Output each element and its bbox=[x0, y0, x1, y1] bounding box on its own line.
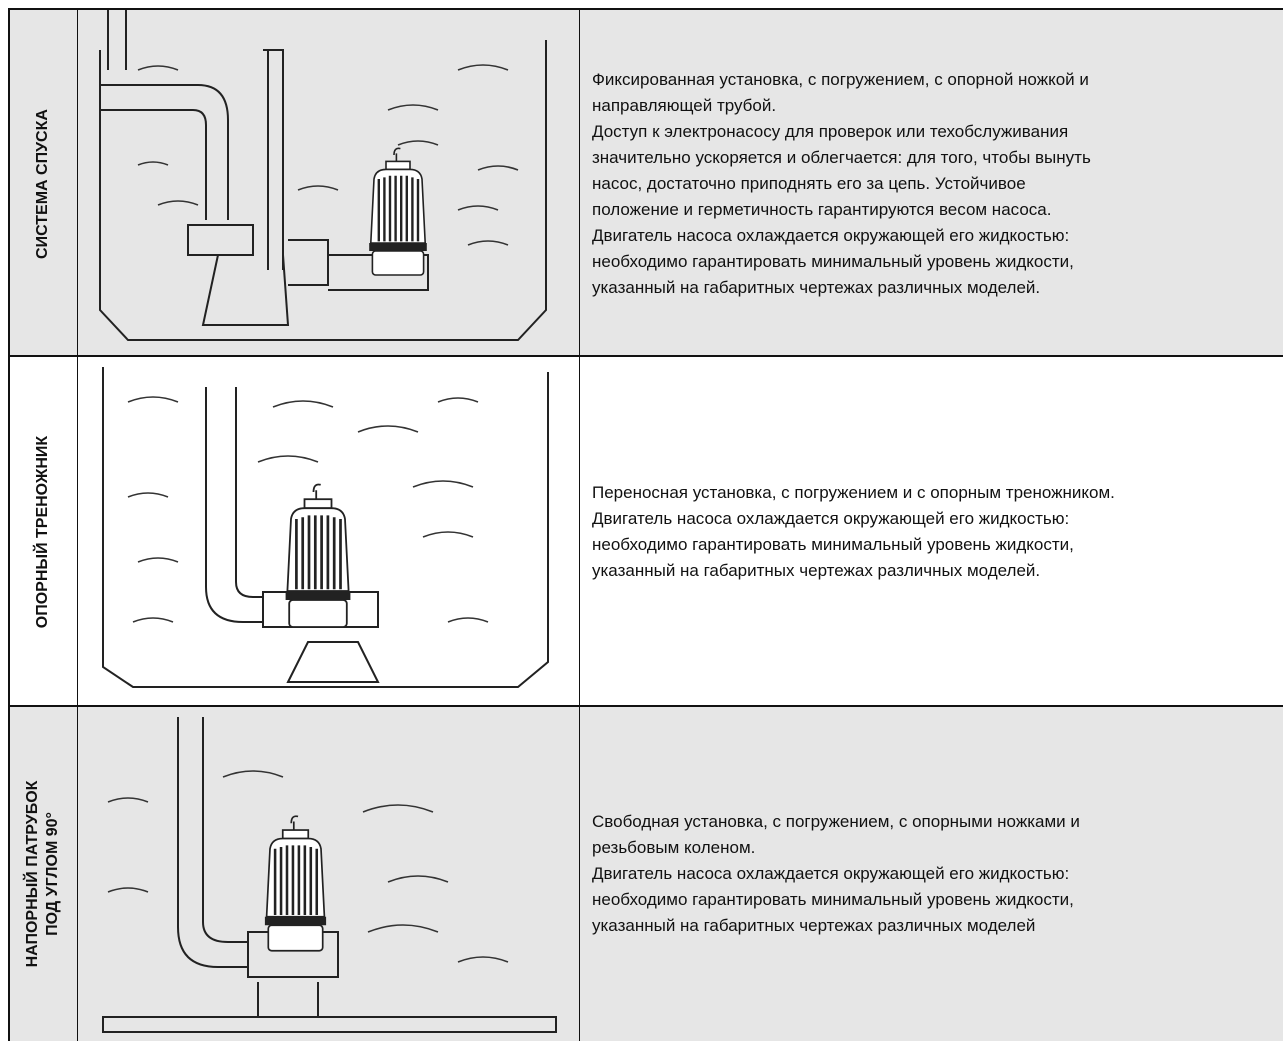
row-label-cell: ОПОРНЫЙ ТРЕНОЖНИК bbox=[8, 357, 78, 707]
row-label: ОПОРНЫЙ ТРЕНОЖНИК bbox=[33, 436, 53, 628]
text-line: Фиксированная установка, с погружением, … bbox=[592, 69, 1089, 89]
label-line: ОПОРНЫЙ ТРЕНОЖНИК bbox=[33, 435, 51, 629]
text-line: Доступ к электронасосу для проверок или … bbox=[592, 121, 1069, 141]
text-line: насос, достаточно приподнять его за цепь… bbox=[592, 173, 1026, 193]
text-line: необходимо гарантировать минимальный уро… bbox=[592, 251, 1074, 271]
text-line: необходимо гарантировать минимальный уро… bbox=[592, 535, 1074, 554]
text-line: Двигатель насоса охлаждается окружающей … bbox=[592, 864, 1070, 883]
label-line: СИСТЕМА СПУСКА bbox=[33, 108, 51, 259]
label-line: НАПОРНЫЙ ПАТРУБОК bbox=[23, 780, 41, 968]
table-border bbox=[8, 8, 10, 1041]
illustration bbox=[102, 717, 557, 1033]
illustration-cell bbox=[78, 707, 580, 1041]
text-line: необходимо гарантировать минимальный уро… bbox=[592, 890, 1074, 909]
waves bbox=[137, 64, 519, 246]
waves bbox=[107, 770, 509, 963]
text-line: Переносная установка, с погружением и с … bbox=[592, 483, 1115, 502]
text-line: резьбовым коленом. bbox=[592, 838, 756, 857]
row-text: Свободная установка, с погружением, с оп… bbox=[580, 707, 1283, 1041]
text-line: указанный на габаритных чертежах различн… bbox=[592, 277, 1041, 297]
table-row: СИСТЕМА СПУСКА Фиксированная установка, … bbox=[8, 8, 1283, 357]
illustration bbox=[102, 367, 549, 688]
pump bbox=[263, 814, 328, 953]
tank bbox=[102, 717, 557, 1033]
table-row: НАПОРНЫЙ ПАТРУБОК ПОД УГЛОМ 90° Свободная… bbox=[8, 705, 1283, 1041]
tank bbox=[99, 10, 547, 341]
text-line: направляющей трубой. bbox=[592, 95, 777, 115]
illustration-cell bbox=[78, 10, 580, 357]
label-line: ПОД УГЛОМ 90° bbox=[43, 812, 61, 936]
illustration-cell bbox=[78, 357, 580, 707]
row-label-cell: НАПОРНЫЙ ПАТРУБОК ПОД УГЛОМ 90° bbox=[8, 707, 78, 1041]
row-label-cell: СИСТЕМА СПУСКА bbox=[8, 10, 78, 357]
text-line: Двигатель насоса охлаждается окружающей … bbox=[592, 225, 1070, 245]
pump bbox=[283, 482, 353, 629]
pump bbox=[367, 146, 429, 277]
waves bbox=[127, 396, 489, 623]
illustration bbox=[99, 10, 547, 341]
text-line: Свободная установка, с погружением, с оп… bbox=[592, 812, 1080, 831]
row-text: Фиксированная установка, с погружением, … bbox=[580, 10, 1283, 357]
text-line: положение и герметичность гарантируются … bbox=[592, 199, 1052, 219]
text-line: указанный на габаритных чертежах различн… bbox=[592, 561, 1041, 580]
text-line: значительно ускоряется и облегчается: дл… bbox=[592, 147, 1091, 167]
row-text: Переносная установка, с погружением и с … bbox=[580, 357, 1283, 707]
text-line: указанный на габаритных чертежах различн… bbox=[592, 916, 1036, 935]
row-label: НАПОРНЫЙ ПАТРУБОК ПОД УГЛОМ 90° bbox=[23, 781, 63, 968]
text-line: Двигатель насоса охлаждается окружающей … bbox=[592, 509, 1070, 528]
table-row: ОПОРНЫЙ ТРЕНОЖНИК Переносная установка, … bbox=[8, 355, 1283, 707]
row-label: СИСТЕМА СПУСКА bbox=[33, 109, 53, 259]
